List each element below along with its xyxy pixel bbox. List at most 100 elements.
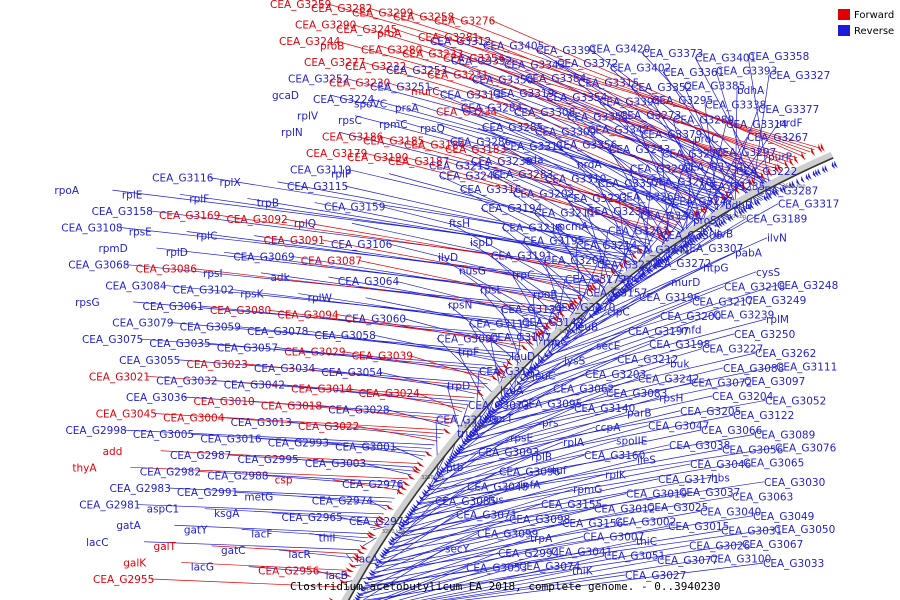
gene-label[interactable]: CEA_G3342 (588, 125, 649, 137)
gene-label[interactable]: CEA_G3115 (287, 181, 348, 193)
gene-label[interactable]: CEA_G3191 (491, 250, 552, 262)
gene-label[interactable]: CEA_G2994 (498, 548, 560, 560)
gene-label[interactable]: CEA_G3237 (597, 259, 658, 271)
gene-label[interactable]: CEA_G3350 (472, 75, 533, 87)
gene-label[interactable]: CEA_G3038 (669, 440, 730, 452)
gene-label[interactable]: CEA_G3373 (642, 48, 703, 60)
gene-label[interactable]: CEA_G3042 (224, 380, 285, 392)
gene-label[interactable]: CEA_G3194 (481, 203, 543, 215)
gene-label[interactable]: CEA_G3286 (450, 137, 512, 149)
gene-label[interactable]: CEA_G3069 (233, 251, 294, 263)
gene-label[interactable]: CEA_G3113 (469, 319, 530, 331)
gene-label[interactable]: CEA_G3091 (264, 235, 325, 247)
gene-label[interactable]: CEA_G3205 (680, 406, 741, 418)
gene-label[interactable]: CEA_G3119 (290, 164, 351, 176)
gene-label[interactable]: CEA_G3212 (617, 354, 678, 366)
gene-label[interactable]: CEA_G3140 (574, 403, 635, 415)
gene-label[interactable]: CEA_G3100 (710, 554, 771, 566)
gene-label[interactable]: thiC (636, 536, 657, 548)
gene-label[interactable]: rpsE (129, 227, 152, 239)
gene-label[interactable]: CEA_G3097 (744, 376, 805, 388)
gene-label[interactable]: CEA_G2983 (110, 483, 171, 495)
gene-label[interactable]: rplD (166, 247, 188, 259)
gene-label[interactable]: CEA_G3066 (701, 425, 763, 437)
gene-label[interactable]: CEA_G3170 (554, 302, 615, 314)
gene-label[interactable]: CEA_G2955 (93, 574, 154, 586)
gene-label[interactable]: rpsG (75, 297, 100, 309)
gene-label[interactable]: CEA_G3023 (187, 359, 248, 371)
gene-label[interactable]: CEA_G3223 (566, 193, 627, 205)
gene-label[interactable]: CEA_G3196 (639, 292, 701, 304)
gene-label[interactable]: CEA_G3075 (82, 334, 143, 346)
gene-label[interactable]: gcaD (272, 90, 299, 102)
gene-label[interactable]: tuf (552, 465, 567, 477)
gene-label[interactable]: hbs (711, 472, 730, 484)
gene-label[interactable]: CEA_G3108 (61, 222, 122, 234)
gene-label[interactable]: rplW (308, 293, 333, 305)
gene-label[interactable]: ftsH (449, 218, 470, 230)
gene-label[interactable]: CEA_G3077 (657, 555, 718, 567)
gene-label[interactable]: CEA_G3202 (513, 188, 574, 200)
gene-label[interactable]: thiI (319, 533, 336, 545)
gene-label[interactable]: CEA_G3047 (648, 421, 709, 433)
gene-label[interactable]: hprT (489, 413, 514, 425)
gene-label[interactable]: CEA_G3210 (651, 177, 712, 189)
gene-label[interactable]: CEA_G3039 (352, 351, 413, 363)
gene-label[interactable]: ksgA (214, 508, 240, 520)
gene-label[interactable]: CEA_G3197 (628, 326, 689, 338)
gene-label[interactable]: ada (524, 154, 544, 166)
gene-label[interactable]: rplA (563, 437, 585, 449)
gene-label[interactable]: CEA_G2974 (312, 495, 374, 507)
gene-label[interactable]: CEA_G3198 (649, 339, 710, 351)
gene-label[interactable]: CEA_G3361 (663, 67, 724, 79)
gene-label[interactable]: CEA_G3299 (352, 7, 413, 19)
gene-label[interactable]: CEA_G3261 (608, 225, 669, 237)
gene-label[interactable]: rpsK (240, 289, 264, 301)
gene-label[interactable]: CEA_G3012 (594, 503, 655, 515)
gene-label[interactable]: CEA_G2993 (268, 437, 329, 449)
gene-label[interactable]: CEA_G3058 (315, 330, 376, 342)
gene-label[interactable]: CEA_G3160 (584, 450, 645, 462)
gene-label[interactable]: CEA_G3051 (604, 551, 665, 563)
gene-label[interactable]: CEA_G3391 (536, 45, 597, 57)
gene-label[interactable]: CEA_G3027 (625, 570, 686, 582)
gene-label[interactable]: CEA_G3046 (690, 459, 752, 471)
gene-label[interactable]: CEA_G3034 (254, 363, 316, 375)
gene-label[interactable]: cysS (756, 267, 780, 279)
gene-label[interactable]: prs (542, 418, 558, 430)
gene-label[interactable]: proA (377, 28, 402, 40)
gene-label[interactable]: CEA_G3106 (331, 239, 393, 251)
gene-label[interactable]: CEA_G3252 (288, 73, 349, 85)
gene-label[interactable]: CEA_G3053 (466, 563, 527, 575)
gene-label[interactable]: CEA_G3258 (393, 11, 454, 23)
gene-label[interactable]: CEA_G3057 (217, 342, 278, 354)
gene-label[interactable]: CEA_G3224 (313, 94, 375, 106)
gene-label[interactable]: CEA_G3187 (388, 156, 449, 168)
gene-label[interactable]: rpsH (659, 393, 683, 405)
gene-label[interactable]: CEA_G3099 (477, 529, 538, 541)
gene-label[interactable]: CEA_G3260 (619, 191, 680, 203)
gene-label[interactable]: rplQ (294, 218, 316, 230)
gene-label[interactable]: proB (320, 40, 344, 52)
gene-label[interactable]: CEA_G2988 (207, 471, 268, 483)
gene-label[interactable]: CEA_G3247 (672, 196, 733, 208)
gene-label[interactable]: adk (270, 272, 290, 284)
gene-label[interactable]: CEA_G2998 (65, 425, 126, 437)
gene-label[interactable]: CEA_G3310 (545, 174, 606, 186)
gene-label[interactable]: CEA_G3262 (755, 348, 816, 360)
gene-label[interactable]: CEA_G3253 (386, 65, 447, 77)
gene-label[interactable]: CEA_G3074 (519, 561, 581, 573)
gene-label[interactable]: CEA_G3092 (226, 214, 287, 226)
gene-label[interactable]: rplM (766, 314, 789, 326)
gene-label[interactable]: CEA_G3372 (557, 58, 618, 70)
gene-label[interactable]: CEA_G3306 (661, 230, 723, 242)
gene-label[interactable]: CEA_G3385 (684, 80, 745, 92)
gene-label[interactable]: murD (671, 277, 700, 289)
gene-label[interactable]: CEA_G3095 (521, 398, 582, 410)
gene-label[interactable]: CEA_G3234 (436, 107, 498, 119)
gene-label[interactable]: CEA_G3394 (599, 97, 661, 109)
gene-label[interactable]: buk (670, 358, 690, 370)
gene-label[interactable]: CEA_G3045 (96, 409, 157, 421)
gene-label[interactable]: trpF (458, 347, 479, 359)
gene-label[interactable]: CEA_G3203 (585, 369, 646, 381)
